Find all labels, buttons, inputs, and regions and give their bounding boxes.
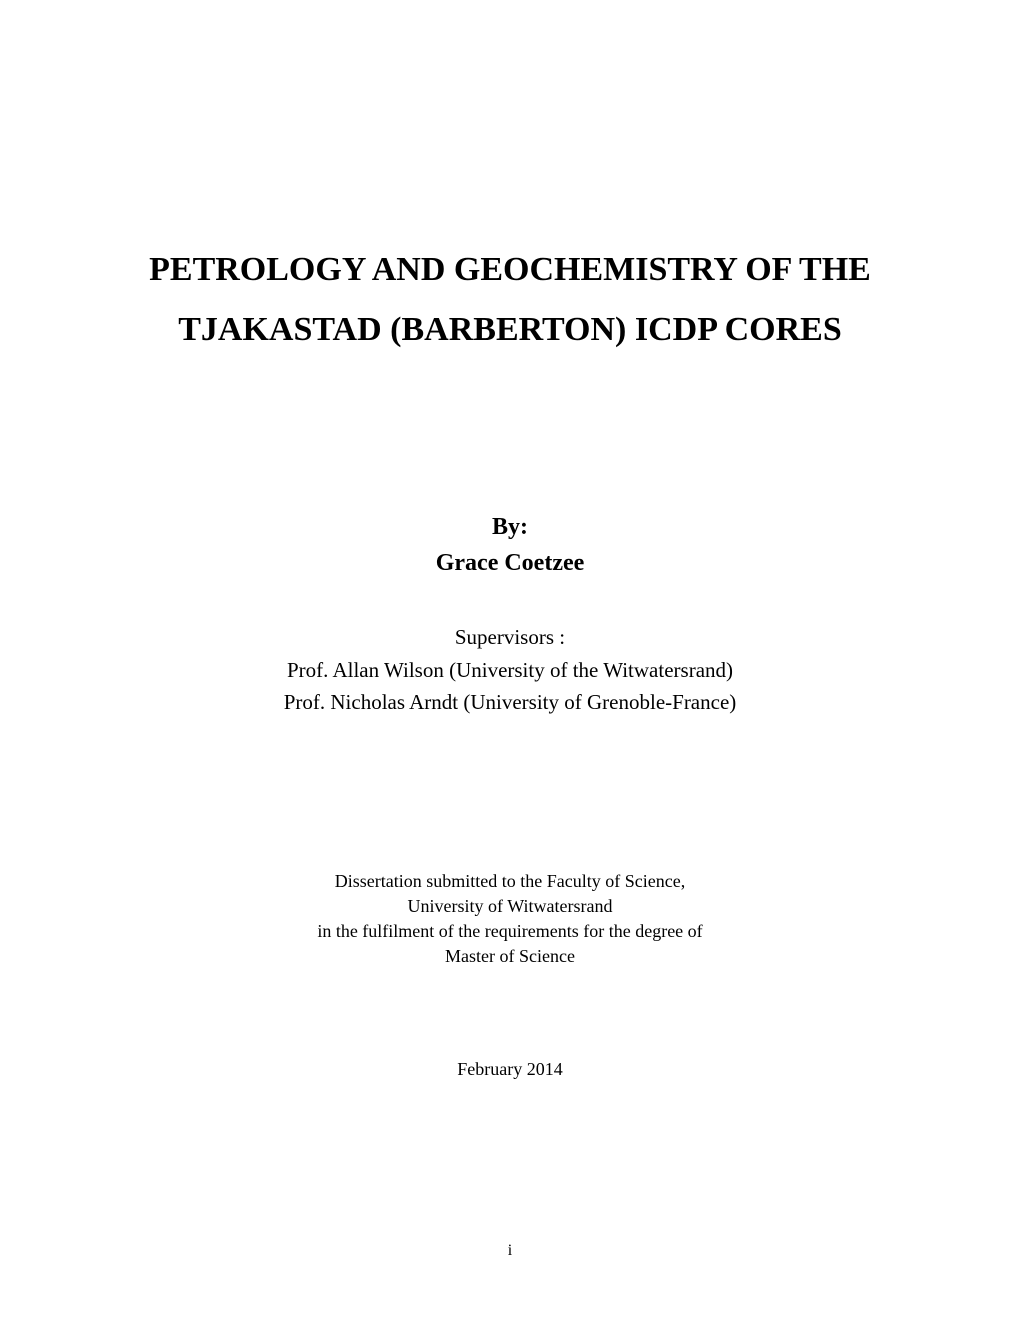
byline-block: By: Grace Coetzee: [436, 509, 585, 581]
by-label: By:: [436, 509, 585, 545]
submission-line-3: in the fulfilment of the requirements fo…: [317, 919, 702, 944]
author-name: Grace Coetzee: [436, 545, 585, 581]
submission-block: Dissertation submitted to the Faculty of…: [317, 869, 702, 970]
title-line-1: PETROLOGY AND GEOCHEMISTRY OF THE: [149, 240, 871, 300]
title-page: PETROLOGY AND GEOCHEMISTRY OF THE TJAKAS…: [0, 0, 1020, 1320]
title-line-2: TJAKASTAD (BARBERTON) ICDP CORES: [149, 300, 871, 360]
submission-line-1: Dissertation submitted to the Faculty of…: [317, 869, 702, 894]
dissertation-title: PETROLOGY AND GEOCHEMISTRY OF THE TJAKAS…: [149, 240, 871, 359]
supervisor-2: Prof. Nicholas Arndt (University of Gren…: [284, 686, 737, 719]
supervisors-block: Supervisors : Prof. Allan Wilson (Univer…: [284, 621, 737, 719]
page-number: i: [0, 1242, 1020, 1260]
supervisors-label: Supervisors :: [284, 621, 737, 654]
submission-line-4: Master of Science: [317, 944, 702, 969]
date: February 2014: [457, 1059, 562, 1080]
supervisor-1: Prof. Allan Wilson (University of the Wi…: [284, 654, 737, 687]
submission-line-2: University of Witwatersrand: [317, 894, 702, 919]
